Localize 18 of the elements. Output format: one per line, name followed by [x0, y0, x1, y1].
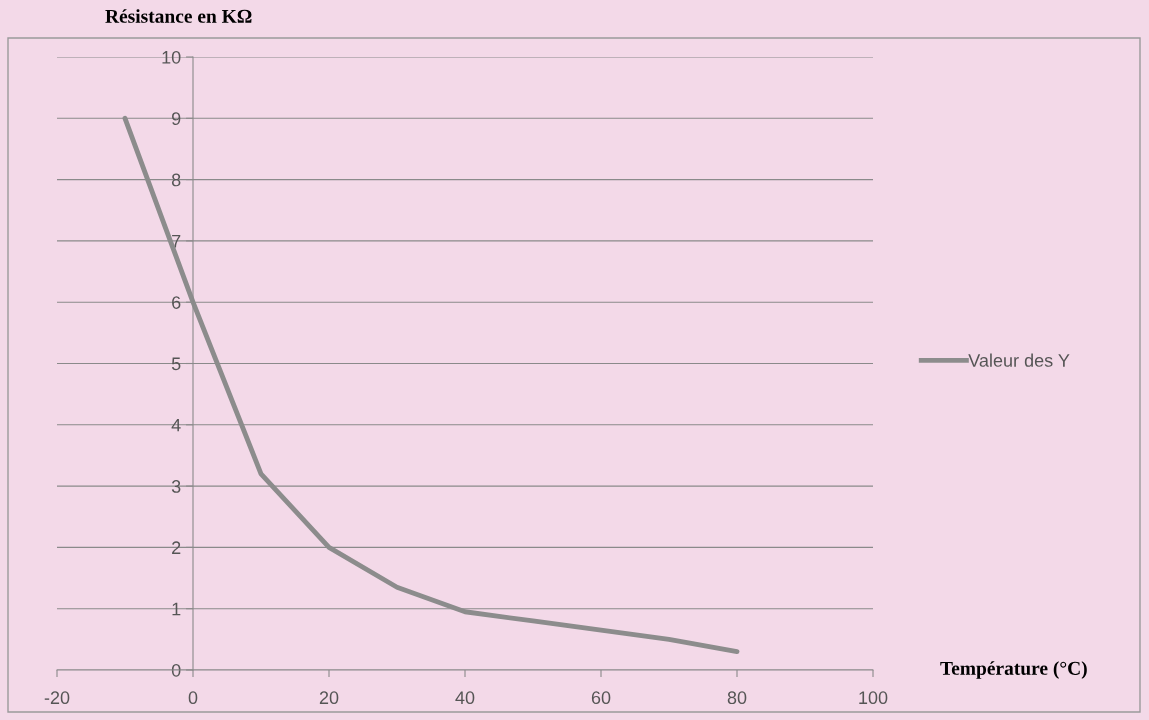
- x-tick-label: 0: [188, 691, 198, 705]
- y-axis-title: Résistance en KΩ: [105, 9, 252, 23]
- y-tick-label: 1: [172, 602, 181, 616]
- y-tick-label: 6: [172, 296, 181, 309]
- x-axis-title: Température (°C): [940, 661, 1087, 679]
- x-tick-label: 40: [455, 691, 475, 705]
- legend-label: Valeur des Y: [968, 353, 1070, 367]
- y-tick-label: 4: [171, 418, 181, 432]
- y-tick-label: 9: [172, 112, 181, 126]
- x-tick-label: 60: [591, 691, 611, 705]
- x-tick-label: 20: [319, 691, 339, 705]
- y-tick-label: 10: [162, 50, 181, 64]
- x-tick-label: -20: [44, 691, 70, 705]
- x-tick-label: 80: [727, 691, 747, 705]
- y-tick-label: 0: [171, 663, 181, 677]
- x-tick-label: 100: [859, 691, 888, 705]
- y-tick-label: 7: [172, 235, 181, 248]
- y-tick-label: 3: [171, 480, 181, 493]
